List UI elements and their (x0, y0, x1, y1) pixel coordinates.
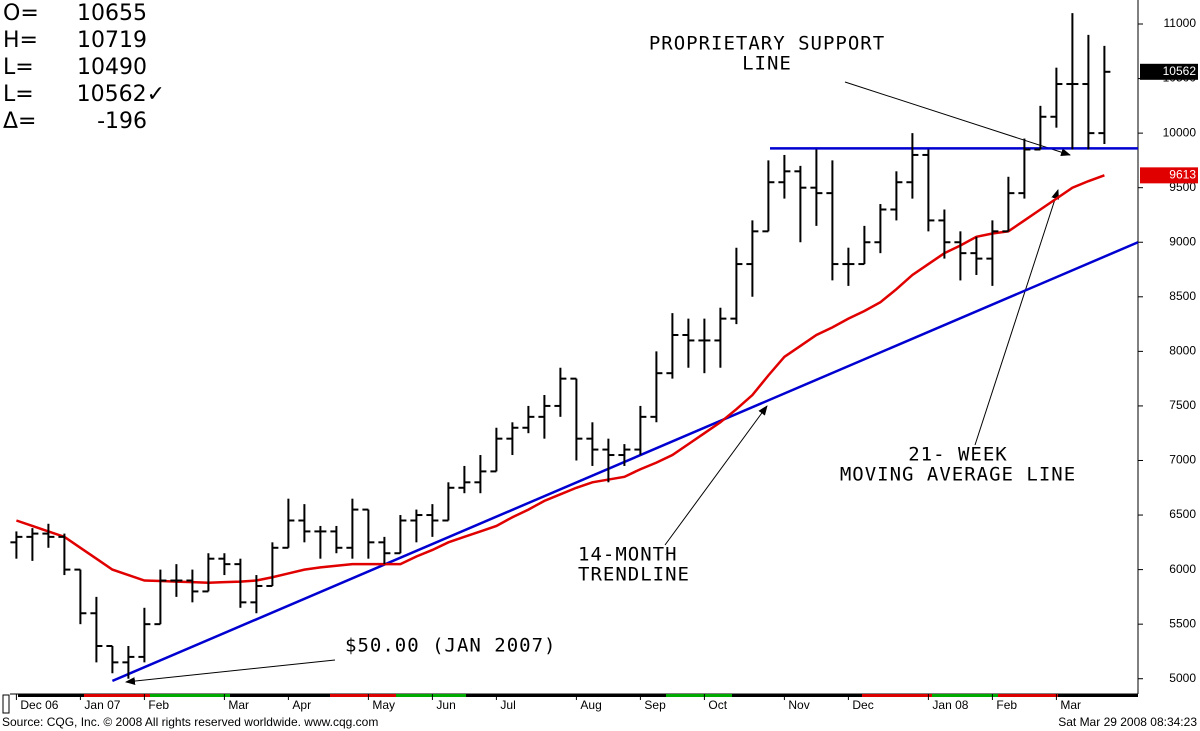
y-tick-label: 9000 (1169, 234, 1196, 248)
x-tick-label: Jan 08 (932, 698, 968, 712)
y-tick-label: 11000 (1164, 16, 1197, 30)
annotation: 14-MONTH (578, 544, 678, 566)
y-tick-label: 5000 (1169, 671, 1196, 685)
timestamp: Sat Mar 29 2008 08:34:23 (1058, 715, 1197, 729)
scroll-box (2, 694, 10, 714)
ma-last-label: 9613 (1169, 168, 1196, 182)
annotation: $50.00 (JAN 2007) (345, 635, 556, 657)
readout-value: 10655 (77, 1, 147, 26)
period-strip (18, 694, 1138, 697)
y-tick-label: 6000 (1169, 562, 1196, 576)
readout-label: H= (3, 28, 38, 53)
y-tick-label: 6500 (1169, 507, 1196, 521)
y-tick-label: 8000 (1169, 344, 1196, 358)
annotation: LINE (742, 53, 792, 75)
x-tick-label: Jun (436, 698, 455, 712)
moving-average (15, 174, 1105, 584)
y-tick-label: 8500 (1169, 289, 1196, 303)
annotation: MOVING AVERAGE LINE (840, 464, 1076, 486)
readout-label: O= (3, 1, 39, 26)
readout-value: 10490 (77, 55, 147, 80)
annotation: PROPRIETARY SUPPORT (649, 33, 885, 55)
y-tick-label: 9500 (1169, 180, 1196, 194)
readout-value: -196 (97, 109, 147, 134)
readout-label: L= (3, 55, 34, 80)
x-tick-label: Apr (292, 698, 311, 712)
x-tick-label: Oct (708, 698, 727, 712)
y-tick-label: 5500 (1169, 616, 1196, 630)
x-tick-label: Mar (228, 698, 249, 712)
x-tick-label: Mar (1060, 698, 1081, 712)
x-tick-label: Dec 06 (20, 698, 58, 712)
readout-label: L= (3, 82, 34, 107)
x-tick-label: Jul (500, 698, 515, 712)
readout-value: 10562✓ (77, 82, 165, 107)
last-price-label: 10562 (1163, 64, 1197, 78)
arrows (125, 81, 1071, 686)
x-tick-label: Dec (852, 698, 873, 712)
x-tick-label: Nov (788, 698, 809, 712)
x-tick-label: Sep (644, 698, 666, 712)
x-tick-label: May (372, 698, 395, 712)
x-tick-label: Jan 07 (84, 698, 120, 712)
y-tick-label: 10000 (1163, 125, 1197, 139)
annotation: 21- WEEK (908, 444, 1008, 466)
y-tick-label: 7500 (1169, 398, 1196, 412)
x-tick-label: Feb (148, 698, 169, 712)
x-tick-label: Feb (996, 698, 1017, 712)
ma-last-box (1140, 167, 1198, 184)
readout-value: 10719 (77, 28, 147, 53)
y-tick-label: 7000 (1169, 453, 1196, 467)
last-price-box (1140, 63, 1198, 80)
annotation: TRENDLINE (578, 564, 690, 586)
source: Source: CQG, Inc. © 2008 All rights rese… (2, 715, 378, 729)
readout-label: Δ= (3, 109, 36, 134)
x-tick-label: Aug (580, 698, 601, 712)
